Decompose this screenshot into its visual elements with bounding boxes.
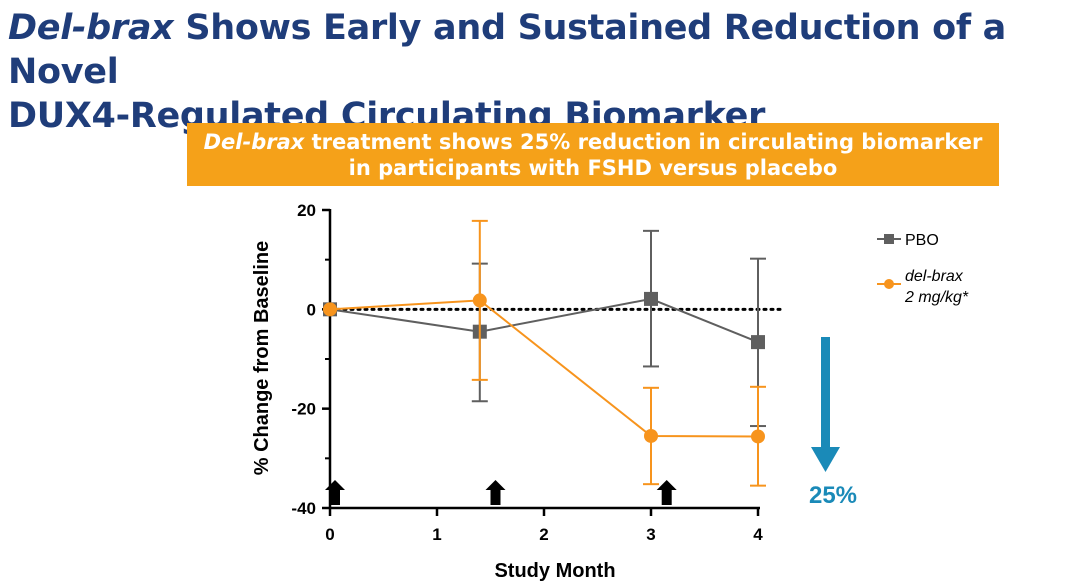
x-tick-label: 2 [539,525,548,544]
x-tick-label: 3 [646,525,655,544]
legend-item-pbo: PBO [877,232,939,249]
y-axis-label: % Change from Baseline [251,241,273,476]
reduction-annotation: 25% [809,337,857,509]
title-drug-name: Del-brax [8,8,174,48]
dosing-arrows [325,480,677,505]
y-tick-label: 20 [297,201,316,220]
y-tick-label: 0 [307,300,316,319]
x-tick-label: 1 [432,525,441,544]
series-pbo [323,229,766,428]
series-line [329,299,759,438]
banner-line1-rest: treatment shows 25% reduction in circula… [304,129,983,154]
up-arrow-icon [325,480,345,505]
result-banner: Del-brax treatment shows 25% reduction i… [187,123,999,186]
up-arrow-icon [656,480,677,505]
data-point-circle [323,302,337,317]
series-delbrax [323,219,766,487]
down-arrow-icon-head [811,447,840,472]
y-tick-label: -20 [291,400,316,419]
legend-marker-square [884,234,894,244]
data-point-square [751,335,765,350]
banner-line2: in participants with FSHD versus placebo [348,155,838,180]
x-tick-label: 4 [753,525,763,544]
legend-marker-circle [884,279,894,289]
legend-label: del-brax [905,268,964,285]
banner-drug-name: Del-brax [203,129,305,154]
y-tick-label: -40 [291,499,316,518]
axes [328,209,760,510]
x-tick-label: 0 [325,525,334,544]
series-line [329,297,759,344]
legend-label: 2 mg/kg* [904,289,969,306]
data-point-circle [644,428,658,443]
legend-label: PBO [905,232,939,249]
data-point-square [644,291,658,306]
down-arrow-icon [821,337,830,449]
series-layer [323,219,766,487]
reduction-percent: 25% [809,482,857,509]
data-point-circle [751,429,765,444]
banner-line1: Del-brax treatment shows 25% reduction i… [187,129,999,155]
x-axis-label: Study Month [494,560,615,582]
tick-layer: 20 0 -20 -40 0 1 2 3 4 [291,201,763,544]
title-line1-rest: Shows Early and Sustained Reduction of a… [8,8,1006,92]
data-point-circle [472,293,487,308]
legend-item-delbrax: del-brax 2 mg/kg* [877,268,969,306]
up-arrow-icon [485,480,506,505]
legend: PBO del-brax 2 mg/kg* [877,232,969,306]
